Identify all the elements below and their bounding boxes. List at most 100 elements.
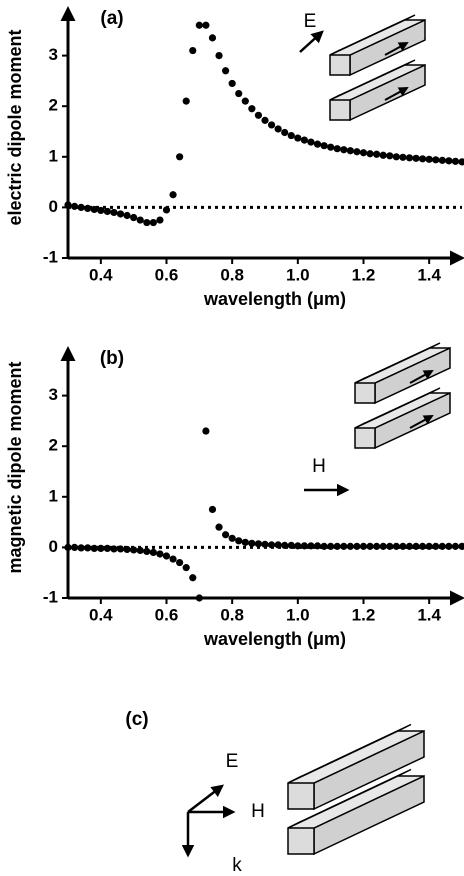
x-tick-label: 1.0 [286,265,310,284]
current-arrow [409,370,434,384]
data-point [340,146,348,154]
data-point [70,202,79,210]
data-point [320,542,328,550]
current-arrow [384,87,409,101]
data-point [307,138,315,146]
data-point [215,523,223,531]
data-point [103,207,111,216]
data-point [353,148,361,156]
data-point [248,105,256,113]
data-point [90,205,98,214]
data-point [228,79,236,88]
data-point [412,154,420,162]
data-point [77,544,85,552]
data-point [162,206,171,214]
x-tick-label: 1.2 [352,605,376,624]
y-axis-label: magnetic dipole moment [5,361,25,573]
data-point [169,555,177,563]
data-point [110,545,118,553]
data-point [287,131,295,140]
data-point [274,125,282,133]
data-point [156,216,164,224]
data-point [281,541,289,549]
panel-label: (a) [100,8,123,29]
data-point [215,52,223,60]
data-point [379,151,387,159]
data-point [327,143,335,151]
data-point [189,46,197,55]
data-point [123,211,131,220]
data-point [90,544,98,553]
data-point [274,541,282,549]
data-point [228,534,236,542]
data-point [294,134,302,142]
data-point [182,564,190,572]
current-arrow [384,42,409,56]
data-point [379,542,387,550]
data-point [123,545,131,554]
data-point [359,149,368,157]
rod-top2 [329,64,426,101]
data-point [438,156,446,164]
data-point [222,531,230,539]
data-point [97,544,105,553]
data-point [143,218,151,227]
data-point [346,147,354,155]
y-tick-label: -1 [43,587,58,606]
data-point [313,542,322,550]
rod-top2 [354,347,451,384]
data-point [307,542,315,550]
x-tick-label: 0.8 [220,605,244,624]
x-tick-label: 0.8 [220,265,244,284]
data-point [149,548,157,557]
x-axis-label: wavelength (μm) [203,629,346,649]
data-point [432,156,440,164]
data-point [254,111,263,119]
data-point [300,136,308,144]
rod-top2 [354,392,451,429]
data-point [136,216,144,224]
data-point [182,97,190,105]
data-point [267,121,276,129]
rod-top2 [329,19,426,56]
y-tick-label: 1 [49,146,58,165]
data-point [373,150,381,158]
x-tick-label: 0.4 [89,265,113,284]
data-point [130,213,138,222]
data-point [458,158,464,166]
data-point [116,545,125,553]
data-point [346,542,354,550]
y-tick-label: 0 [49,197,58,216]
data-point [149,218,157,227]
data-point [432,542,440,550]
data-point [451,542,460,550]
data-point [405,542,414,550]
data-point [64,201,72,209]
data-point [235,89,243,98]
data-point [281,128,289,137]
field-label: E [304,11,317,32]
data-point [77,203,85,211]
x-tick-label: 1.4 [417,605,441,624]
data-point [261,116,269,124]
data-point [162,552,171,560]
data-point [116,210,125,218]
data-point [333,542,341,550]
data-point [419,155,427,163]
data-point [366,150,374,158]
y-tick-label: 3 [49,45,58,64]
data-point [405,154,414,162]
data-point [267,541,276,549]
data-point [70,543,79,552]
rod-top2 [287,730,425,784]
data-point [189,574,197,582]
data-point [445,542,453,550]
y-tick-label: 2 [49,436,58,455]
data-point [169,191,177,199]
data-point [235,537,243,545]
data-point [320,142,328,150]
x-tick-label: 0.6 [155,265,179,284]
data-point [386,152,394,160]
